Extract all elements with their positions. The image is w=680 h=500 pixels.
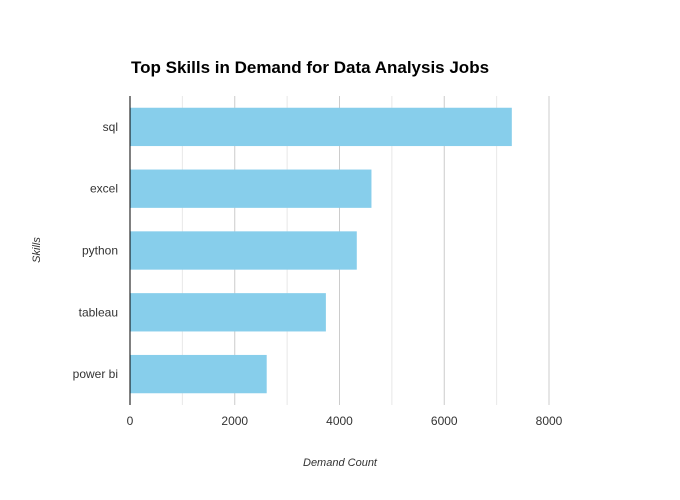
y-tick-label: tableau	[79, 305, 118, 319]
bar-sql	[130, 107, 512, 147]
chart-title: Top Skills in Demand for Data Analysis J…	[131, 58, 489, 77]
x-axis-label: Demand Count	[303, 457, 378, 469]
bar-power-bi	[130, 354, 267, 394]
bar-excel	[130, 169, 372, 208]
bar-tableau	[130, 293, 326, 332]
x-tick-label: 0	[127, 414, 134, 428]
x-tick-label: 8000	[536, 414, 563, 428]
y-axis-label: Skills	[31, 237, 43, 263]
y-tick-label: python	[82, 244, 118, 258]
bar-python	[130, 231, 357, 270]
x-tick-label: 2000	[221, 414, 248, 428]
y-tick-label: power bi	[73, 367, 118, 381]
bars	[130, 107, 512, 394]
y-tick-label: excel	[90, 182, 118, 196]
y-tick-label: sql	[103, 120, 118, 134]
tick-labels: 0 2000 4000 6000 8000 sql excel python tableau po…	[73, 120, 563, 428]
x-tick-label: 4000	[326, 414, 353, 428]
x-tick-label: 6000	[431, 414, 458, 428]
